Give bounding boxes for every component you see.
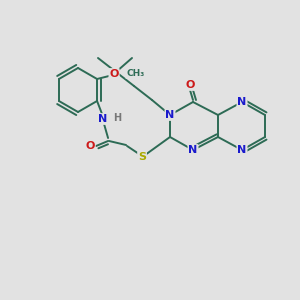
Text: N: N [237,97,247,107]
Text: H: H [113,113,121,123]
Text: CH₃: CH₃ [126,70,144,79]
Text: N: N [237,145,247,155]
Text: N: N [188,145,198,155]
Text: O: O [85,141,95,151]
Text: O: O [110,69,119,79]
Text: N: N [165,110,175,120]
Text: S: S [138,152,146,162]
Text: N: N [98,114,108,124]
Text: O: O [185,80,195,90]
